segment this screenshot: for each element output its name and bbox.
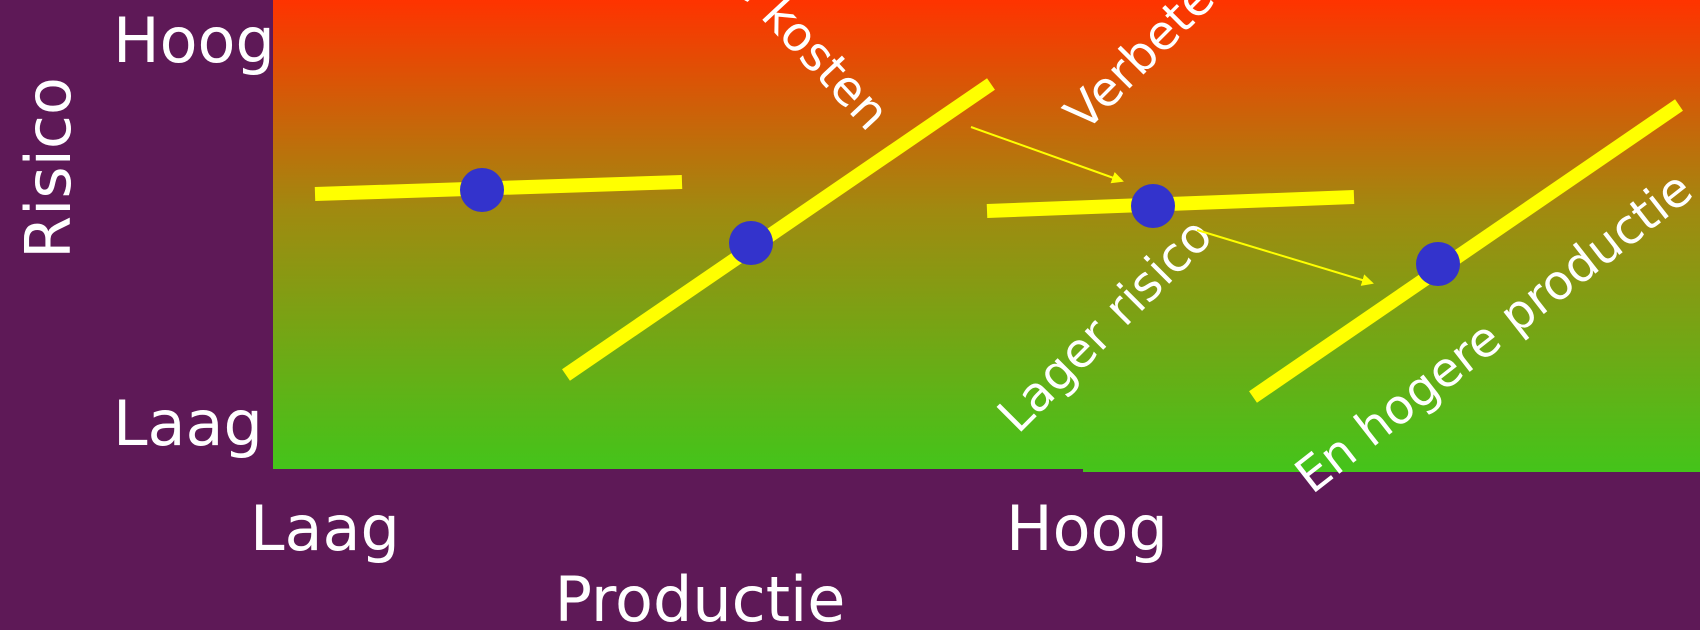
dot-steep-low bbox=[729, 221, 773, 265]
arrow-to-improved bbox=[970, 126, 1124, 184]
y-axis-low-label: Laag bbox=[113, 387, 263, 460]
y-axis-high-label: Hoog bbox=[113, 4, 275, 77]
arrow-to-higher-production bbox=[1196, 229, 1374, 286]
dot-steep-high bbox=[1416, 242, 1460, 286]
x-axis-title: Productie bbox=[555, 563, 846, 630]
plot-area-right bbox=[1083, 0, 1700, 472]
x-axis-high-label: Hoog bbox=[1006, 492, 1168, 565]
y-axis-title: Risico bbox=[12, 77, 85, 259]
x-axis-low-label: Laag bbox=[250, 492, 400, 565]
steep-line-low-production bbox=[562, 78, 995, 381]
dot-flat-high bbox=[1131, 184, 1175, 228]
dot-flat-low bbox=[460, 168, 504, 212]
plot-area-left bbox=[273, 0, 1083, 469]
steep-line-high-production bbox=[1249, 99, 1683, 403]
